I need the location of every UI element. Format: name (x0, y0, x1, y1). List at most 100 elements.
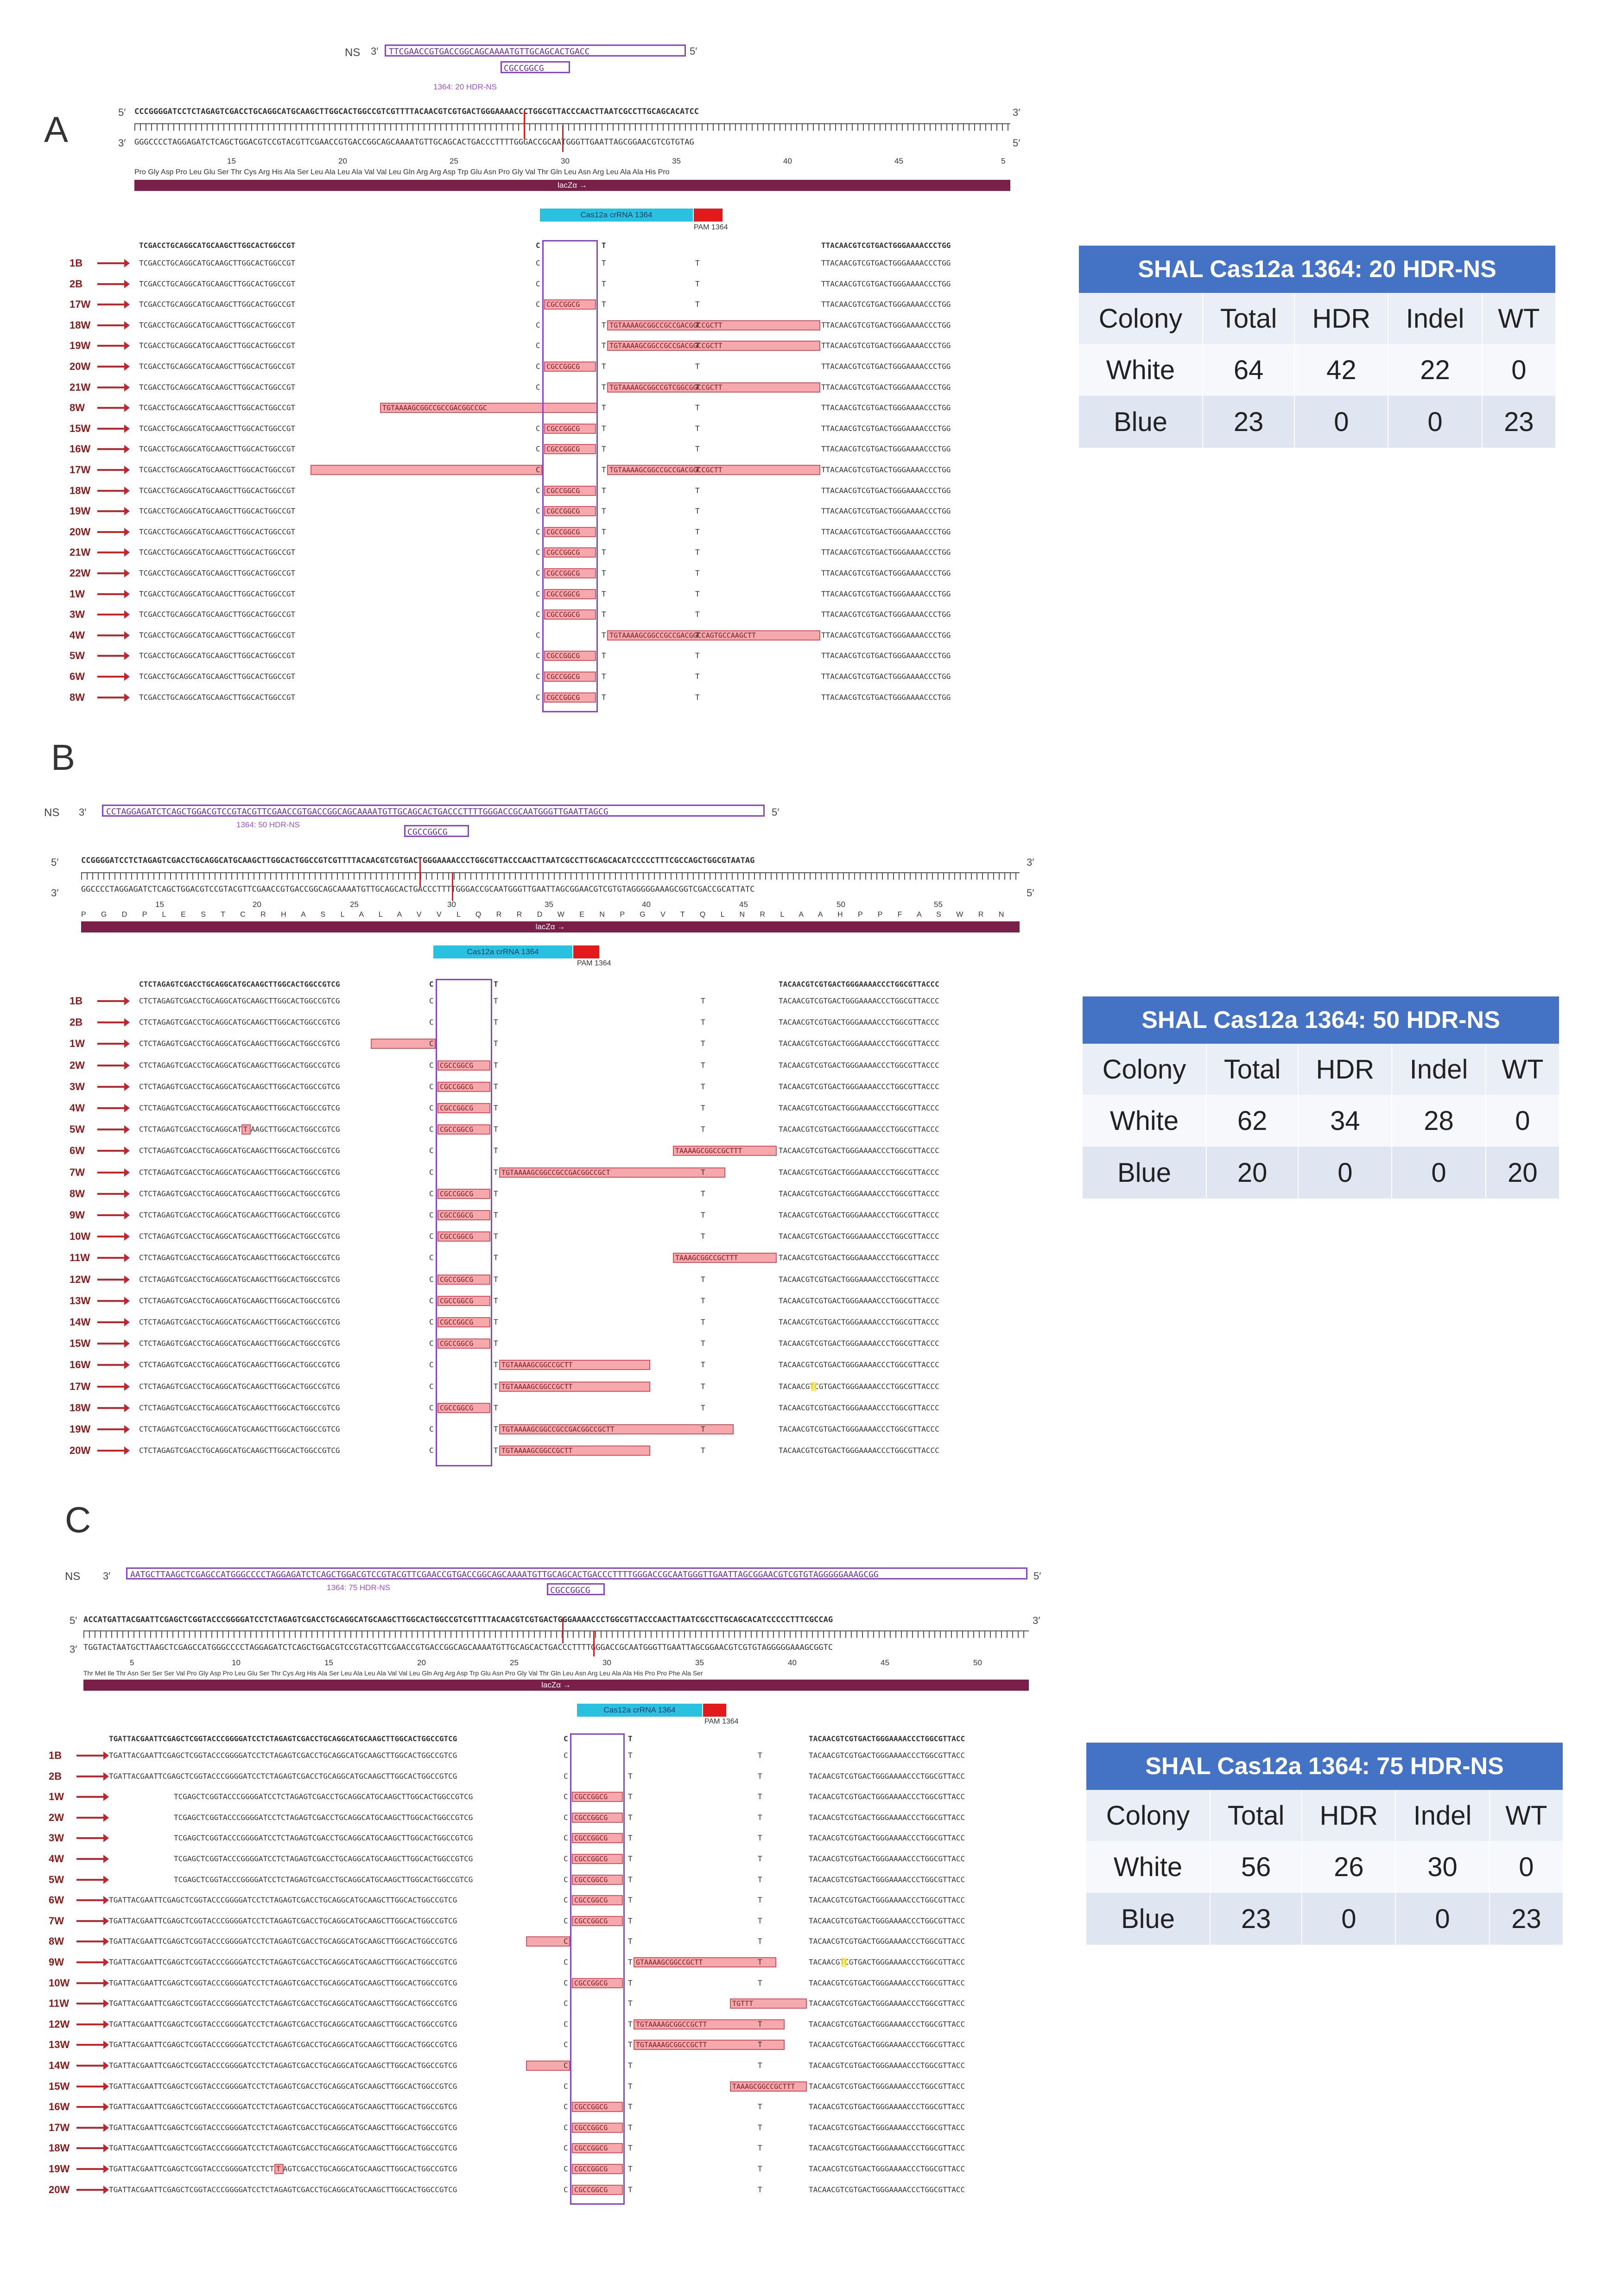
read-right-seq: TACAACGTCGTGACTGGGAAAACCCTGGCGTTACC (809, 1813, 965, 1822)
c-mark: C (429, 1382, 434, 1391)
alignment-row: 3W CTCTAGAGTCGACCTGCAGGCATGCAAGCTTGGCACTG… (70, 1081, 1024, 1092)
t-mark: T (758, 2061, 762, 2070)
table-cell-colony: White (1083, 1095, 1207, 1147)
read-right-seq: TACAACGTCGTGACTGGGAAAACCCTGGCGTTACCC (779, 1104, 939, 1112)
table-header: Indel (1392, 1044, 1486, 1095)
clone-label: 20W (70, 526, 91, 538)
clone-label: 5W (70, 1123, 85, 1135)
read-left-seq: CTCTAGAGTCGACCTGCAGGCATGCAAGCTTGGCACTGGC… (139, 1275, 340, 1284)
reference-t-mark: T (602, 241, 606, 250)
t-mark: T (758, 1875, 762, 1884)
alignment-row: 2W CTCTAGAGTCGACCTGCAGGCATGCAAGCTTGGCACTG… (70, 1059, 1024, 1071)
hdr-insert: CGCCGGCG (572, 1854, 623, 1864)
indel-insert: TGTAAAAGCGGCCGCCGACGGCCGCTT (607, 320, 820, 330)
t-mark: T (494, 1018, 498, 1027)
read-left-seq: CTCTAGAGTCGACCTGCAGGCATGCAAGCTTGGCACTGGC… (139, 1296, 340, 1305)
alignment-row: 19WTGATTACGAATTCGAGCTCGGTACCCGGGGATCCTCT… (49, 2163, 1033, 2175)
read-left-seq: TGATTACGAATTCGAGCTCGGTACCCGGGGATCCTCTAGA… (109, 1751, 457, 1760)
hdr-insert: CGCCGGCG (544, 609, 596, 620)
read-right-seq: TTACAACGTCGTGACTGGGAAAACCCTGG (821, 610, 951, 619)
read-right-seq: TTACAACGTCGTGACTGGGAAAACCCTGG (821, 465, 951, 474)
oligo-insert: CGCCGGCG (501, 61, 570, 73)
prime-label: 5′ (1033, 1570, 1041, 1582)
read-arrow (97, 1211, 130, 1219)
read-right-seq: TACAACGTCGTGACTGGGAAAACCCTGGCGTTACC (809, 2144, 965, 2153)
hdr-insert: CGCCGGCG (544, 485, 596, 496)
t-mark: T (628, 2144, 633, 2153)
c-mark: C (564, 1896, 568, 1905)
ns-label: NS (44, 806, 60, 819)
read-right-seq: TACAACGTCGTGACTGGGAAAACCCTGGCGTTACCC (779, 1446, 939, 1455)
clone-label: 8W (49, 1935, 64, 1947)
read-arrow (76, 1937, 109, 1946)
t-mark: T (758, 1792, 762, 1801)
oligo-insert: CGCCGGCG (547, 1583, 605, 1595)
read-arrow (97, 1339, 130, 1348)
pam-label: PAM 1364 (704, 1718, 739, 1725)
crrna-feature: Cas12a crRNA 1364 (577, 1704, 702, 1717)
alignment-row: 13W TGATTACGAATTCGAGCTCGGTACCCGGGGATCCTCT… (49, 2039, 1033, 2050)
read-right-seq: TACAACGTCGTGACTGGGAAAACCCTGGCGTTACCC (779, 1296, 939, 1305)
alignment-row: 2B CTCTAGAGTCGACCTGCAGGCATGCAAGCTTGGCACTG… (70, 1017, 1024, 1028)
read-right-seq: TACAACGTCGTGACTGGGAAAACCCTGGCGTTACCC (779, 1125, 939, 1134)
read-arrow (97, 1147, 130, 1155)
t-mark: T (695, 569, 700, 577)
read-right-seq: TACAACGTCGTGACTGGGAAAACCCTGGCGTTACC (809, 1896, 965, 1905)
alignment-row: 15W CTCTAGAGTCGACCTGCAGGCATGCAAGCTTGGCACT… (70, 1338, 1024, 1349)
prime-label: 3′ (1027, 856, 1034, 868)
table-row: Blue 23 0 0 23 (1079, 396, 1557, 448)
read-right-seq: TACAACGTCGTGACTGGGAAAACCCTGGCGTTACC (809, 1833, 965, 1843)
t-mark: T (695, 548, 700, 557)
table-cell-wt: 20 (1485, 1147, 1560, 1199)
variant-highlight (841, 1958, 847, 1967)
t-mark: T (701, 1189, 705, 1198)
read-left-seq: TCGAGCTCGGTACCCGGGGATCCTCTAGAGTCGACCTGCA… (174, 1792, 473, 1801)
top-strand: ACCATGATTACGAATTCGAGCTCGGTACCCGGGGATCCTC… (83, 1615, 833, 1624)
clone-label: 19W (70, 1423, 91, 1435)
alignment-row: 4W CTCTAGAGTCGACCTGCAGGCATGCAAGCTTGGCACTG… (70, 1103, 1024, 1114)
read-left-seq: TCGACCTGCAGGCATGCAAGCTTGGCACTGGCCGT (139, 403, 296, 412)
clone-label: 22W (70, 567, 91, 579)
top-strand: CCCGGGGATCCTCTAGAGTCGACCTGCAGGCATGCAAGCT… (134, 107, 699, 116)
alignment-row: 3W TCGAGCTCGGTACCCGGGGATCCTCTAGAGTCGACCTG… (49, 1833, 1033, 1844)
hdr-oligo: AATGCTTAAGCTCGAGCCATGGGCCCCTAGGAGATCTCAG… (126, 1567, 1027, 1579)
hdr-insert: CGCCGGCG (572, 1915, 623, 1926)
read-left-seq: CTCTAGAGTCGACCTGCAGGCATGCAAGCTTGGCACTGGC… (139, 996, 340, 1005)
alignment-row: 15W TCGACCTGCAGGCATGCAAGCTTGGCACTGGCCGT C C… (70, 423, 1010, 434)
clone-label: 17W (49, 2121, 70, 2133)
c-mark: C (564, 2019, 568, 2029)
bottom-strand: TGGTACTAATGCTTAAGCTCGAGCCATGGGCCCCTAGGAG… (83, 1643, 833, 1652)
indel-insert: TGTAAAAGCGGCCGCCGACGGCCGCTT (607, 341, 820, 351)
amino-acid-row: Thr Met Ile Thr Asn Ser Ser Ser Val Pro … (83, 1669, 703, 1677)
read-right-seq: TTACAACGTCGTGACTGGGAAAACCCTGG (821, 569, 951, 577)
pam-feature (694, 209, 723, 222)
t-mark: T (628, 2081, 633, 2091)
read-right-seq: TACAACGTCGTGACTGGGAAAACCCTGGCGTTACCC (779, 1382, 939, 1391)
table-cell-indel: 28 (1392, 1095, 1486, 1147)
oligo-caption: 1364: 75 HDR-NS (327, 1583, 391, 1592)
read-left-seq: CTCTAGAGTCGACCTGCAGGCATGCAAGCTTGGCACTGGC… (139, 1146, 340, 1155)
table-header: Colony (1086, 1790, 1211, 1841)
table-header: Colony (1083, 1044, 1207, 1095)
prime-label: 3′ (103, 1570, 111, 1582)
indel-insert: TGTAAAAGCGGCCGCTT (499, 1381, 650, 1392)
read-left-seq: TCGAGCTCGGTACCCGGGGATCCTCTAGAGTCGACCTGCA… (174, 1854, 473, 1863)
alignment-row: 5W TCGACCTGCAGGCATGCAAGCTTGGCACTGGCCGT C CG… (70, 650, 1010, 661)
t-mark: T (701, 996, 705, 1005)
read-right-seq: TTACAACGTCGTGACTGGGAAAACCCTGG (821, 279, 951, 288)
clone-label: 6W (70, 1145, 85, 1157)
t-mark: T (602, 548, 606, 557)
bottom-strand: GGCCCCTAGGAGATCTCAGCTGGACGTCCGTACGTTCGAA… (81, 885, 755, 894)
read-arrow (76, 2165, 109, 2173)
t-mark: T (628, 1958, 633, 1966)
t-mark: T (628, 2040, 633, 2049)
hdr-insert: CGCCGGCG (437, 1103, 490, 1113)
read-right-seq: TTACAACGTCGTGACTGGGAAAACCCTGG (821, 362, 951, 371)
c-mark: C (429, 1275, 434, 1284)
colony-summary-table: SHAL Cas12a 1364: 50 HDR-NS Colony Total HD… (1083, 996, 1560, 1199)
table-cell-colony: Blue (1079, 396, 1204, 448)
hdr-insert: CGCCGGCG (572, 1833, 623, 1844)
table-cell-hdr: 0 (1302, 1893, 1396, 1945)
c-mark: C (429, 1018, 434, 1027)
table-cell-wt: 0 (1482, 344, 1557, 396)
